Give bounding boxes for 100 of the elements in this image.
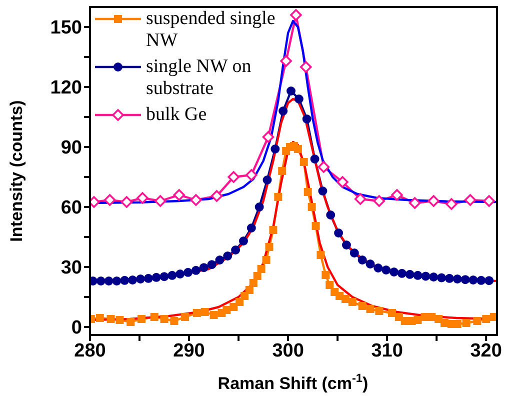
- point: [290, 9, 302, 21]
- point: [366, 260, 375, 268]
- point: [96, 314, 104, 322]
- point: [236, 298, 244, 306]
- point: [199, 263, 208, 272]
- point: [191, 266, 200, 275]
- point: [120, 196, 133, 208]
- point: [223, 252, 232, 260]
- point: [473, 317, 482, 325]
- point: [136, 274, 145, 284]
- point: [170, 317, 178, 325]
- point: [136, 192, 148, 204]
- point: [210, 190, 223, 202]
- y-tick-label: 0: [71, 318, 82, 339]
- point: [154, 195, 166, 207]
- point: [254, 202, 264, 212]
- point: [280, 55, 292, 67]
- point: [207, 260, 216, 270]
- point: [215, 256, 224, 264]
- point: [348, 298, 356, 306]
- point: [484, 276, 494, 286]
- point: [106, 315, 115, 323]
- point: [104, 276, 114, 286]
- point: [274, 193, 282, 201]
- point: [312, 222, 320, 230]
- point: [342, 240, 351, 250]
- point: [160, 272, 169, 282]
- point: [230, 303, 238, 311]
- point: [336, 176, 348, 188]
- point: [476, 276, 486, 285]
- point: [334, 228, 344, 238]
- point: [294, 94, 304, 104]
- point: [176, 270, 185, 278]
- point: [112, 276, 122, 286]
- point: [286, 86, 296, 96]
- point: [390, 268, 399, 276]
- point: [382, 266, 391, 274]
- y-tick-label: 150: [50, 18, 82, 39]
- point: [462, 319, 470, 327]
- point: [160, 315, 168, 323]
- y-tick-label: 90: [60, 138, 82, 159]
- point: [96, 276, 106, 286]
- y-axis-title: Intensity (counts): [7, 100, 26, 242]
- point: [200, 308, 209, 316]
- point: [173, 189, 186, 201]
- point: [249, 279, 258, 287]
- point: [278, 167, 286, 175]
- x-tick-label: 320: [470, 340, 502, 362]
- point: [300, 158, 308, 166]
- point: [240, 292, 248, 300]
- point: [116, 316, 124, 324]
- x-tick-label: 290: [173, 340, 205, 362]
- point: [373, 195, 386, 207]
- point: [246, 224, 256, 232]
- point: [358, 302, 366, 310]
- point: [391, 189, 403, 201]
- point: [483, 195, 495, 207]
- point: [308, 203, 316, 211]
- point: [302, 114, 312, 124]
- point: [262, 131, 274, 143]
- point: [464, 194, 476, 206]
- point: [150, 313, 158, 321]
- y-tick-label: 30: [60, 258, 82, 279]
- point: [446, 198, 458, 210]
- point: [262, 256, 270, 264]
- point: [304, 188, 312, 196]
- point: [190, 194, 202, 206]
- point: [413, 270, 422, 280]
- point: [120, 276, 130, 285]
- point: [257, 265, 266, 273]
- point: [350, 248, 359, 258]
- point: [326, 210, 336, 220]
- x-tick-label: 310: [371, 340, 403, 362]
- point: [184, 268, 193, 277]
- point: [318, 186, 328, 196]
- point: [429, 272, 438, 282]
- point: [300, 61, 312, 73]
- point: [468, 276, 478, 284]
- point: [231, 246, 240, 254]
- point: [294, 145, 302, 153]
- point: [245, 286, 254, 294]
- point: [444, 274, 454, 283]
- point: [405, 270, 414, 279]
- point: [210, 311, 218, 319]
- point: [262, 176, 272, 184]
- point: [428, 195, 440, 207]
- point: [374, 264, 383, 272]
- point: [269, 226, 278, 234]
- point: [246, 169, 258, 181]
- point: [278, 106, 288, 116]
- point: [388, 309, 396, 317]
- point: [326, 281, 334, 289]
- x-axis-title: Raman Shift (cm$^{-1}$): [218, 371, 368, 393]
- x-tick-label: 300: [272, 340, 304, 362]
- point: [168, 270, 177, 280]
- point: [181, 313, 190, 321]
- point: [421, 272, 430, 281]
- point: [128, 276, 138, 284]
- point: [238, 236, 248, 246]
- y-tick-label: 120: [50, 78, 82, 99]
